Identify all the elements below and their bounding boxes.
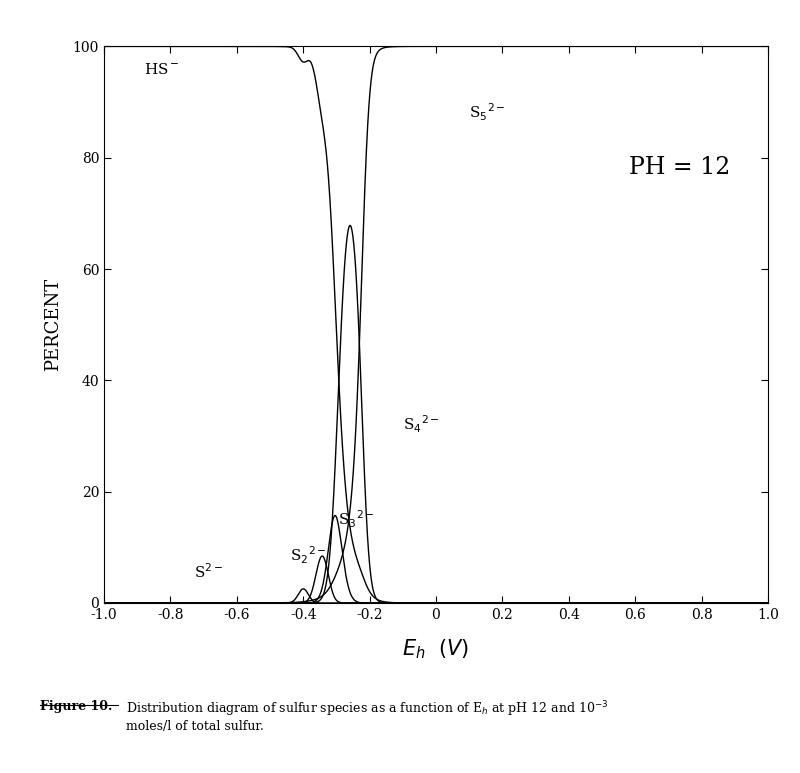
Text: S$^{2-}$: S$^{2-}$ [194, 562, 223, 581]
Text: Figure 10.: Figure 10. [40, 700, 112, 713]
Text: S$_4$$^{2-}$: S$_4$$^{2-}$ [403, 414, 439, 435]
Text: Distribution diagram of sulfur species as a function of E$_h$ at pH 12 and 10$^{: Distribution diagram of sulfur species a… [126, 700, 609, 719]
Text: S$_2$$^{2-}$: S$_2$$^{2-}$ [290, 544, 326, 566]
Text: $E_h$  $(V)$: $E_h$ $(V)$ [402, 638, 470, 661]
Text: S$_5$$^{2-}$: S$_5$$^{2-}$ [469, 102, 506, 124]
Text: moles/l of total sulfur.: moles/l of total sulfur. [126, 720, 264, 734]
Text: HS$^-$: HS$^-$ [144, 62, 180, 77]
Text: S$_3$$^{2-}$: S$_3$$^{2-}$ [338, 509, 374, 530]
Y-axis label: PERCENT: PERCENT [44, 278, 62, 371]
Text: PH = 12: PH = 12 [629, 156, 730, 179]
